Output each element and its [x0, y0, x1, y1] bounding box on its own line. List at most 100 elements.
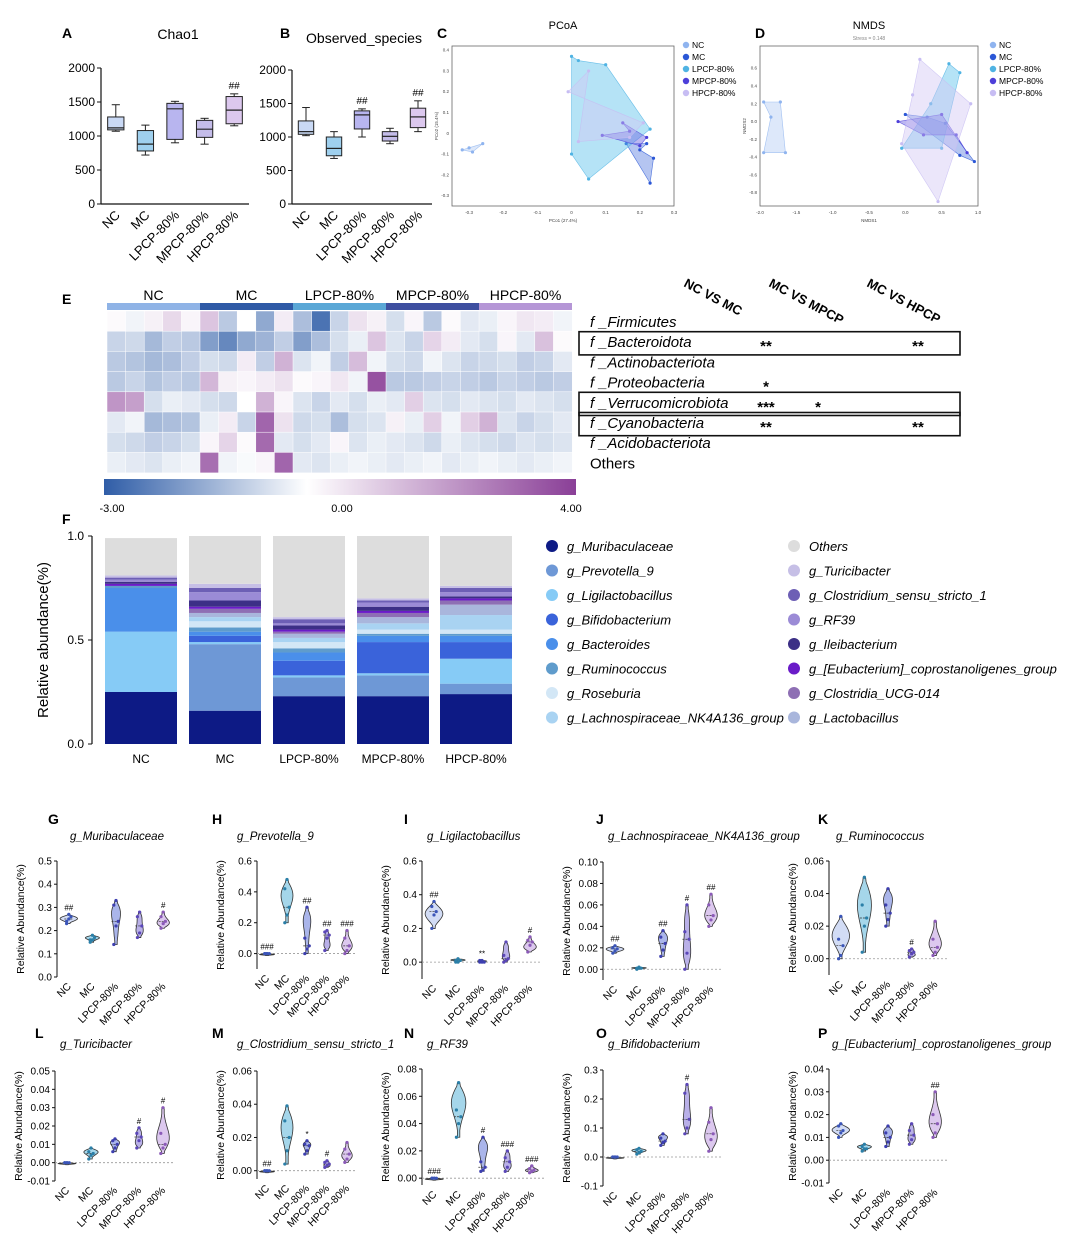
heat-cell [125, 351, 145, 373]
heat-cell [125, 310, 145, 332]
bar-segment [357, 606, 429, 611]
bar-segment [105, 692, 177, 744]
data-point [137, 1126, 141, 1130]
data-point [90, 933, 94, 937]
y-axis-label: Relative abundance(%) [35, 562, 52, 718]
group-label: LPCP-80% [305, 287, 374, 303]
point-mc [624, 142, 628, 146]
data-point [504, 958, 508, 963]
point-mpcp [921, 133, 926, 137]
heat-cell [274, 371, 294, 393]
heat-cell [534, 371, 554, 393]
heat-cell [292, 411, 313, 433]
data-point [325, 1164, 329, 1168]
y-tick-label: -0.01 [27, 1177, 50, 1188]
significance-mark: * [763, 379, 769, 396]
violin-O: g_Bifidobacterium -0.1 0.0 0.1 0.2 0.3 Relativ… [561, 1039, 723, 1237]
data-point [661, 929, 665, 933]
point-mpcp [940, 112, 944, 117]
data-point [931, 1135, 935, 1139]
x-tick-label: NC [253, 972, 273, 992]
data-point [265, 951, 269, 956]
row-label-prefix: f [590, 395, 596, 412]
data-point [114, 898, 118, 903]
chart-title: Chao1 [157, 26, 198, 42]
bar-segment [357, 675, 429, 697]
data-point [263, 951, 267, 956]
significance-mark: ## [659, 920, 668, 929]
legend-label: g_Clostridia_UCG-014 [809, 686, 940, 701]
significance-mark: ** [760, 419, 772, 436]
data-point [886, 1140, 890, 1144]
point-lpcp [648, 127, 652, 131]
row-label-prefix: f [590, 435, 596, 452]
y-tick-label: 0.04 [398, 1119, 418, 1130]
heat-cell [497, 411, 517, 433]
data-point [479, 1160, 483, 1164]
data-point [532, 1168, 536, 1172]
point-mpcp [638, 144, 642, 148]
violin-hpcp [156, 911, 170, 929]
significance-mark: ** [760, 338, 772, 355]
y-axis-label: Relative Abundance(%) [380, 865, 392, 975]
data-point [711, 1132, 715, 1136]
data-point [483, 1165, 487, 1169]
heat-cell [441, 431, 461, 453]
heat-cell [441, 351, 461, 373]
legend-label: NC [999, 40, 1011, 50]
x-tick-label: NC [601, 983, 621, 1003]
data-point [267, 951, 271, 956]
heat-cell [497, 371, 517, 393]
x-tick-label: 0.0 [902, 210, 909, 215]
legend-label: g_Prevotella_9 [567, 564, 654, 579]
heat-cell [553, 391, 573, 413]
y-tick-label: 0.2 [38, 926, 52, 937]
data-point [325, 936, 329, 940]
heat-cell [274, 452, 294, 474]
legend-swatch [682, 53, 690, 61]
legend-label: g_RF39 [809, 613, 855, 628]
y-tick-label: 0.2 [403, 924, 417, 935]
point-lpcp [929, 102, 933, 106]
bar-segment [440, 629, 512, 634]
legend-swatch [788, 638, 800, 650]
heat-cell [367, 411, 387, 433]
heat-cell [534, 452, 554, 474]
heat-cell [385, 452, 406, 474]
heat-cell [404, 351, 424, 373]
legend-swatch [546, 564, 558, 577]
data-point [611, 946, 615, 950]
bar-segment [273, 648, 345, 653]
bar-segment [273, 633, 345, 638]
heat-cell [460, 431, 480, 453]
legend-label: MC [999, 52, 1012, 62]
data-point [456, 957, 460, 961]
violin-hpcp [928, 1091, 942, 1138]
data-point [113, 1137, 117, 1141]
heat-cell [255, 452, 275, 474]
data-point [305, 905, 309, 909]
bar-segment [189, 627, 261, 632]
data-point [615, 947, 619, 951]
data-point [347, 944, 351, 948]
significance-mark: ### [525, 1155, 539, 1164]
heat-cell [348, 330, 368, 352]
color-scale-label: -3.00 [99, 503, 124, 515]
bar-segment [357, 610, 429, 613]
heat-cell [292, 431, 313, 453]
heat-cell [106, 371, 127, 393]
heat-cell [106, 391, 127, 413]
x-tick-label: NC [289, 208, 313, 232]
legend-label: g_Muribaculaceae [567, 539, 673, 554]
heat-cell [162, 411, 182, 433]
bar-segment [105, 583, 177, 586]
heat-cell [181, 431, 201, 453]
bar-segment [357, 598, 429, 601]
y-tick-label: 1000 [68, 129, 95, 143]
y-tick-label: 0.2 [443, 89, 450, 94]
group-bar-nc [107, 303, 200, 310]
y-tick-label: 0.10 [579, 858, 599, 869]
y-tick-label: -0.3 [441, 193, 449, 198]
point-lpcp [947, 62, 951, 66]
y-tick-label: -0.8 [749, 190, 757, 195]
